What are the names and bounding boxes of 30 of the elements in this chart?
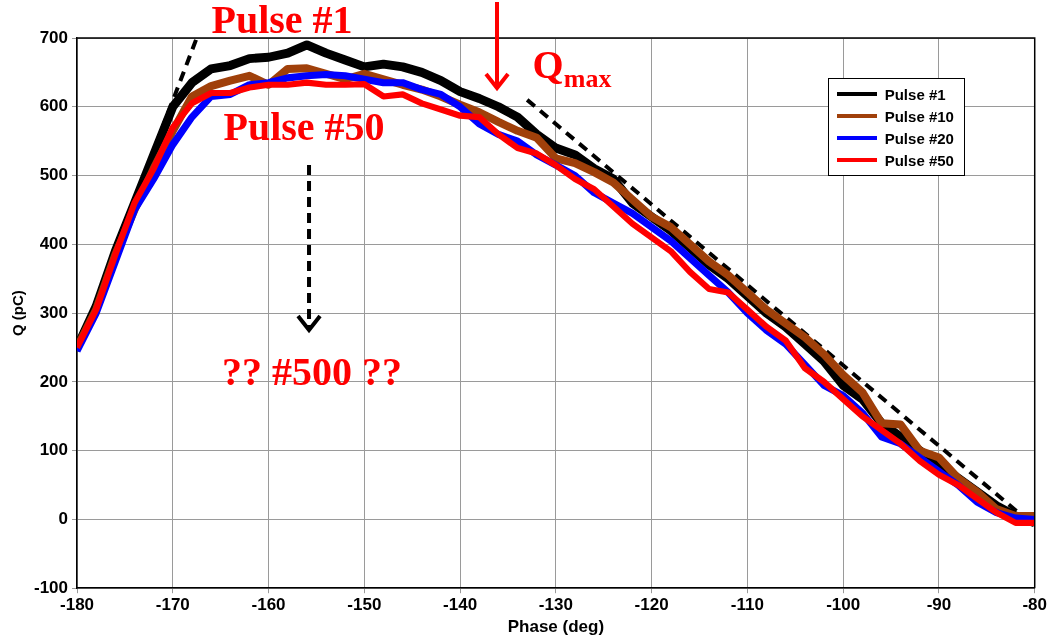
x-tick-label: -160: [251, 595, 286, 615]
x-tick-label: -110: [730, 595, 764, 615]
annotation: Pulse #1: [211, 0, 353, 42]
y-tick-label: 300: [39, 302, 69, 322]
x-tick-label: -180: [60, 595, 95, 615]
y-tick-label: 200: [39, 371, 69, 391]
annotation: Pulse #50: [223, 104, 385, 149]
legend-label: Pulse #10: [884, 107, 954, 125]
y-tick-label: -100: [33, 577, 69, 597]
legend-label: Pulse #20: [884, 129, 954, 147]
x-tick-label: -130: [538, 595, 573, 615]
y-tick-label: 700: [39, 27, 69, 47]
x-tick-label: -170: [155, 595, 190, 615]
legend-label: Pulse #50: [884, 151, 954, 169]
x-axis-title: Phase (deg): [507, 617, 605, 637]
annotation: Q$_{max}$: [532, 41, 612, 93]
y-tick-label: 500: [39, 165, 69, 185]
y-tick-label: 100: [39, 440, 69, 460]
x-tick-label: -140: [443, 595, 478, 615]
x-tick-label: -100: [826, 595, 861, 615]
y-axis-title: Q (pC): [9, 290, 27, 337]
legend-label: Pulse #1: [884, 85, 946, 103]
y-tick-label: 0: [58, 509, 69, 529]
x-tick-label: -90: [926, 595, 952, 615]
x-tick-label: -80: [1022, 595, 1047, 615]
y-tick-label: 400: [39, 234, 69, 254]
annotation: ?? #500 ??: [222, 349, 403, 394]
y-tick-label: 600: [39, 96, 69, 116]
x-tick-label: -120: [634, 595, 669, 615]
x-tick-label: -150: [347, 595, 382, 615]
